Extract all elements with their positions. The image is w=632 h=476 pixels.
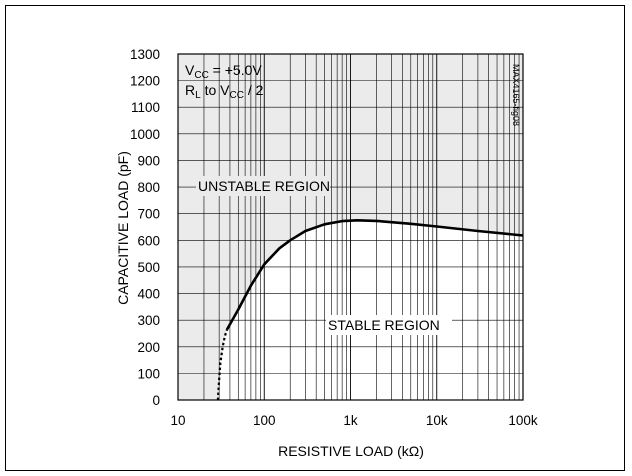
- series-line-solid: [225, 219, 524, 331]
- y-tick-label: 200: [137, 340, 160, 355]
- unstable-label-bg: [196, 176, 330, 196]
- x-tick-label: 10: [170, 413, 185, 428]
- stable-region-label: STABLE REGION: [328, 317, 440, 333]
- y-tick-label: 600: [137, 233, 160, 248]
- y-tick-label: 1100: [131, 100, 160, 115]
- x-axis-ticks: 10 100 1k 10k 100k: [170, 413, 537, 428]
- x-tick-label: 100k: [508, 413, 538, 428]
- y-axis-label: CAPACITIVE LOAD (pF): [115, 151, 131, 305]
- x-tick-label: 1k: [343, 413, 358, 428]
- y-tick-label: 1200: [130, 74, 160, 89]
- y-axis-ticks: 0 100 200 300 400 500 600 700 800 900 1000 1100 1200…: [130, 47, 160, 408]
- conditions-line-1: VCC = +5.0V: [185, 62, 262, 81]
- y-tick-label: 500: [137, 260, 160, 275]
- x-axis-label: RESISTIVE LOAD (kΩ): [278, 443, 424, 459]
- y-tick-label: 0: [152, 393, 160, 408]
- y-tick-label: 800: [137, 180, 160, 195]
- series-line-dotted: [216, 329, 229, 401]
- conditions-line-2: RL to VCC / 2: [185, 82, 264, 101]
- y-tick-label: 400: [137, 287, 160, 302]
- y-tick-label: 100: [137, 366, 160, 381]
- y-tick-label: 300: [137, 313, 160, 328]
- y-tick-label: 1300: [130, 47, 160, 62]
- unstable-region-label: UNSTABLE REGION: [198, 178, 330, 194]
- series: [216, 219, 524, 401]
- y-tick-label: 900: [137, 153, 160, 168]
- x-tick-label: 10k: [426, 413, 448, 428]
- y-tick-label: 1000: [130, 127, 160, 142]
- plot-border: [177, 53, 524, 401]
- y-tick-label: 700: [137, 207, 160, 222]
- figure-id: MAX4165-fig08: [511, 64, 521, 126]
- grid: [178, 54, 523, 400]
- x-tick-label: 100: [253, 413, 276, 428]
- stable-label-bg: [326, 315, 452, 335]
